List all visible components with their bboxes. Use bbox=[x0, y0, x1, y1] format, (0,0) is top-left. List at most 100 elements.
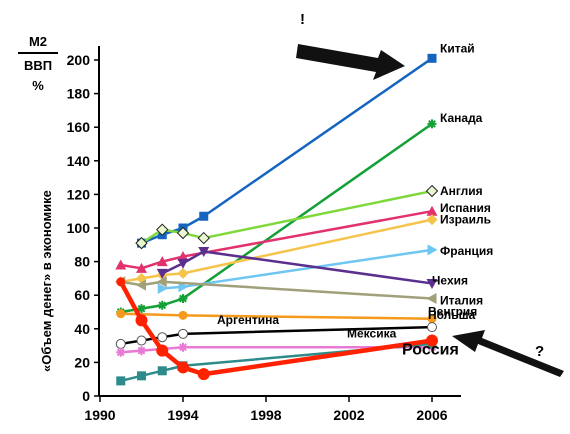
series-label: Россия bbox=[402, 342, 459, 359]
data-point bbox=[156, 223, 169, 236]
data-point bbox=[426, 334, 438, 347]
data-point bbox=[426, 278, 438, 289]
data-point bbox=[115, 338, 126, 349]
data-point bbox=[135, 236, 148, 250]
series-label: Израиль bbox=[440, 213, 491, 227]
data-point bbox=[425, 184, 439, 198]
data-point bbox=[136, 335, 147, 346]
y-tick-label: 40 bbox=[74, 321, 90, 337]
series-label: Испания bbox=[440, 201, 491, 215]
ylabel-bottom: ВВП bbox=[24, 58, 52, 73]
data-point bbox=[197, 368, 210, 381]
data-point bbox=[156, 268, 168, 279]
y-tick-label: 60 bbox=[74, 287, 90, 303]
y-tick-label: 200 bbox=[67, 52, 91, 68]
y-tick-label: 100 bbox=[67, 220, 91, 236]
series-label: Аргентина bbox=[217, 313, 279, 327]
data-point bbox=[135, 314, 148, 327]
data-point bbox=[156, 276, 167, 288]
data-point bbox=[177, 267, 189, 279]
series-layer bbox=[115, 53, 439, 386]
series-label: Венгрия bbox=[428, 305, 477, 319]
data-point bbox=[178, 328, 188, 339]
series-line bbox=[118, 280, 433, 377]
exclaim-annotation: ! bbox=[300, 11, 305, 28]
data-point bbox=[426, 205, 438, 216]
data-point bbox=[115, 259, 127, 270]
data-point bbox=[427, 119, 437, 129]
data-point bbox=[176, 226, 190, 240]
data-point bbox=[116, 277, 126, 287]
series-label: Мексика bbox=[347, 326, 397, 340]
y-tick-label: 160 bbox=[67, 119, 91, 135]
series-7 bbox=[156, 247, 438, 289]
data-point bbox=[426, 293, 437, 305]
data-point bbox=[137, 346, 146, 356]
series-line bbox=[120, 122, 433, 314]
ylabel-top: М2 bbox=[29, 34, 47, 49]
y-tick-label: 0 bbox=[82, 388, 90, 404]
series-10 bbox=[115, 322, 437, 349]
y-tick-label: 80 bbox=[74, 254, 90, 270]
question-annotation: ? bbox=[535, 343, 544, 360]
ylabel-unit: % bbox=[32, 78, 44, 93]
data-point bbox=[156, 256, 168, 267]
y-tick-label: 140 bbox=[67, 153, 91, 169]
data-point bbox=[177, 251, 189, 262]
data-point bbox=[157, 300, 167, 310]
data-point bbox=[426, 214, 438, 226]
data-point bbox=[116, 376, 126, 386]
data-point bbox=[178, 310, 188, 320]
data-point bbox=[137, 304, 146, 314]
question-arrow-icon bbox=[452, 330, 564, 377]
data-point bbox=[157, 282, 168, 294]
data-point bbox=[427, 322, 437, 333]
axes: 0 20 40 60 80 100 120 140 160 180 200 1990 1994 1998 2… bbox=[67, 46, 461, 423]
data-point bbox=[427, 244, 438, 256]
series-line bbox=[141, 57, 433, 245]
y-tick-label: 120 bbox=[67, 186, 91, 202]
series-label: Канада bbox=[440, 111, 483, 125]
data-point bbox=[157, 366, 167, 376]
series-line bbox=[120, 209, 433, 270]
data-point bbox=[137, 371, 146, 381]
series-label: Англия bbox=[440, 184, 483, 198]
data-point bbox=[197, 231, 210, 245]
x-tick-label: 2006 bbox=[416, 407, 447, 423]
series-9 bbox=[116, 309, 437, 324]
series-line bbox=[120, 280, 433, 300]
data-point bbox=[157, 332, 168, 343]
y-tick-label: 20 bbox=[74, 354, 90, 370]
series-3 bbox=[135, 184, 439, 250]
data-point bbox=[178, 294, 188, 304]
series-13 bbox=[116, 277, 438, 381]
data-point bbox=[156, 344, 169, 357]
data-point bbox=[136, 279, 146, 291]
data-point bbox=[136, 262, 147, 273]
x-tick-label: 1990 bbox=[84, 407, 115, 423]
ylabel-side: «Объем денег» в экономике bbox=[39, 190, 54, 372]
data-point bbox=[177, 258, 189, 269]
series-label: Италия bbox=[440, 294, 483, 308]
data-point bbox=[116, 347, 126, 357]
series-4 bbox=[115, 205, 438, 273]
data-point bbox=[427, 53, 437, 63]
data-point bbox=[178, 342, 188, 352]
x-tick-label: 1994 bbox=[167, 407, 198, 423]
exclaim-arrow-icon bbox=[296, 44, 405, 80]
x-tick-label: 1998 bbox=[250, 407, 281, 423]
data-point bbox=[199, 211, 209, 221]
series-label: Франция bbox=[440, 244, 493, 258]
data-point bbox=[177, 361, 189, 374]
data-point bbox=[198, 247, 210, 258]
x-tick-label: 2002 bbox=[333, 407, 364, 423]
series-label: Чехия bbox=[432, 273, 468, 287]
data-point bbox=[116, 309, 126, 319]
series-label: Польша bbox=[428, 308, 476, 322]
data-point bbox=[427, 314, 437, 324]
y-tick-label: 180 bbox=[67, 86, 91, 102]
series-label: Китай bbox=[440, 41, 475, 55]
series-line bbox=[161, 250, 433, 285]
